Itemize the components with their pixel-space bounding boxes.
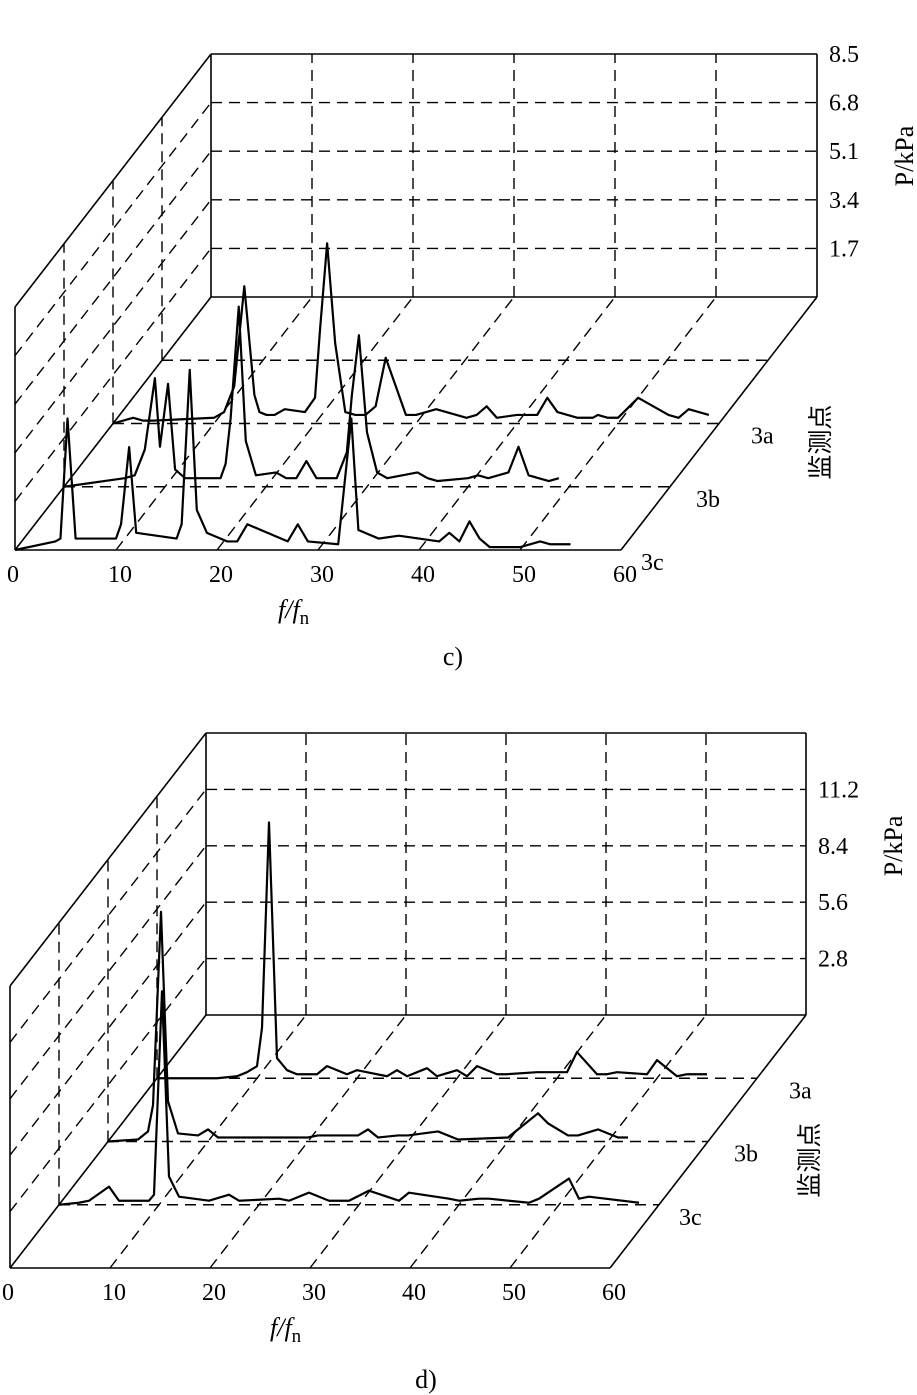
x-tick-label: 40 [402, 1280, 426, 1306]
x-tick-label: 60 [602, 1280, 626, 1306]
z-tick-label: 8.5 [829, 42, 859, 68]
x-tick-label: 0 [2, 1280, 14, 1306]
series-line-3a [112, 242, 710, 425]
top-left-edge [9, 732, 207, 987]
x-tick-label: 20 [202, 1280, 226, 1306]
waterfall-chart-c: 0 10 20 30 40 50 60 1.7 3.4 5.1 6.8 8.5 f/fn P/kPa 监测点… [7, 42, 917, 629]
series-label-3b: 3b [734, 1142, 758, 1168]
z-axis-label: P/kPa [890, 125, 917, 186]
depth-axis-edge [620, 296, 818, 551]
x-tick-label: 50 [502, 1280, 526, 1306]
x-axis-label: f/fn [270, 1313, 302, 1347]
series-line-3c [58, 990, 640, 1206]
x-tick-label: 30 [302, 1280, 326, 1306]
x-tick-label: 60 [613, 562, 637, 588]
x-axis-label-subscript: n [292, 1326, 302, 1347]
series-line-3b [63, 305, 560, 488]
panel-caption-d: d) [415, 1365, 437, 1394]
series-label-3a: 3a [789, 1078, 812, 1104]
x-tick-label: 0 [7, 562, 19, 588]
grid-left-wall-z [14, 102, 212, 357]
z-tick-label: 8.4 [818, 834, 848, 860]
z-tick-label: 11.2 [818, 777, 859, 803]
series-line-3c [14, 368, 571, 552]
depth-axis-label: 监测点 [795, 1123, 824, 1198]
z-tick-label: 6.8 [829, 91, 859, 117]
x-axis-label-subscript: n [300, 608, 310, 629]
series-line-3a [157, 821, 707, 1080]
series-line-3b [107, 910, 628, 1143]
series-label-3c: 3c [679, 1205, 702, 1231]
z-axis-label: P/kPa [879, 815, 908, 876]
depth-axis-label: 监测点 [806, 405, 835, 480]
series-label-3c: 3c [641, 550, 664, 576]
grid-left-wall-z [14, 247, 212, 502]
z-tick-label: 2.8 [818, 947, 848, 973]
x-tick-label: 20 [209, 562, 233, 588]
panel-caption-c: c) [443, 642, 463, 671]
series-label-3a: 3a [751, 424, 774, 450]
z-tick-label: 5.1 [829, 139, 859, 165]
x-axis-label: f/fn [278, 595, 310, 629]
x-tick-label: 50 [512, 562, 536, 588]
x-tick-label: 10 [108, 562, 132, 588]
waterfall-chart-d: 0 10 20 30 40 50 60 2.8 5.6 8.4 11.2 f/fn P/kPa 监测点 3a… [2, 732, 908, 1347]
x-tick-label: 40 [411, 562, 435, 588]
z-tick-label: 5.6 [818, 890, 848, 916]
x-tick-label: 10 [102, 1280, 126, 1306]
x-tick-label: 30 [310, 562, 334, 588]
z-tick-label: 1.7 [829, 236, 859, 262]
series-label-3b: 3b [696, 487, 720, 513]
top-left-edge [14, 53, 212, 308]
z-tick-label: 3.4 [829, 188, 859, 214]
